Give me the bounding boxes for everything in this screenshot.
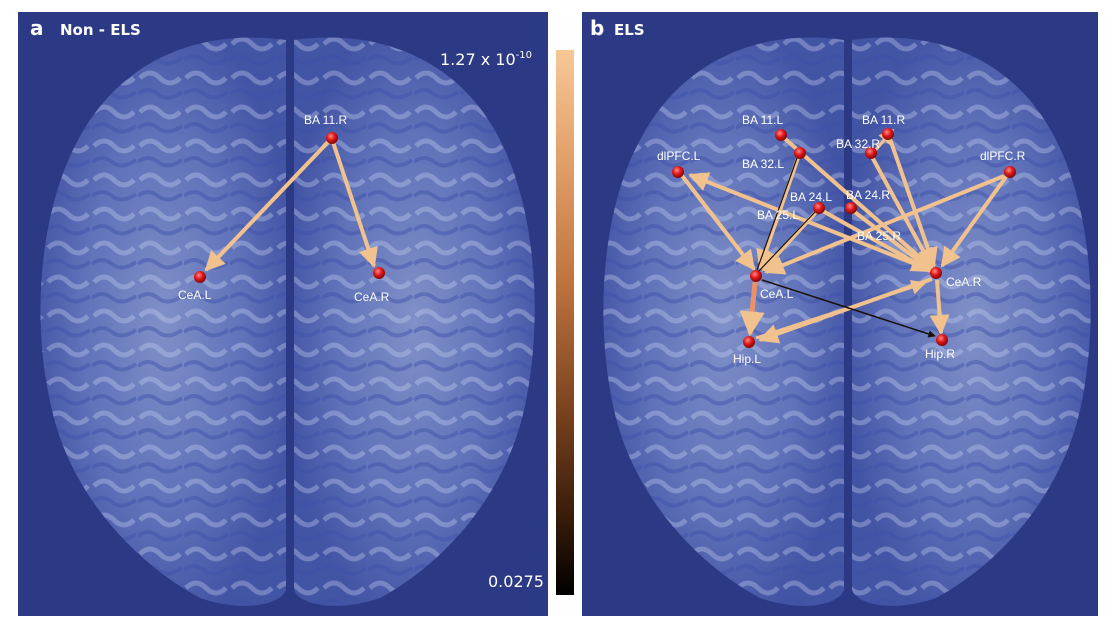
edge-ba11r-to-cear — [331, 141, 378, 268]
labels-a: BA 11.R CeA.L CeA.R — [178, 113, 390, 304]
edge-ba11r-to-ceal — [204, 138, 332, 272]
label-ba25l: BA 25.L — [757, 208, 799, 222]
edge-ba11r-to-cear-b — [887, 135, 938, 268]
label-hipl: Hip.L — [733, 352, 761, 366]
node-cear-a — [373, 267, 385, 279]
node-hipr — [936, 334, 948, 346]
panel-a-letter: a — [30, 16, 44, 40]
edge-ba32l-to-ceal-weak — [756, 157, 798, 271]
edge-ba24l-to-ceal — [761, 209, 819, 272]
edges-a — [204, 138, 378, 272]
edge-ceal-to-hipr — [761, 279, 936, 338]
node-ba24r — [845, 202, 857, 214]
node-ba11l — [775, 129, 787, 141]
label-cear-a: CeA.R — [354, 290, 390, 304]
node-ba24l — [813, 202, 825, 214]
edge-hipl-to-cear — [755, 280, 927, 340]
label-dlpfcr: dlPFC.R — [980, 149, 1026, 163]
node-ba11r-a — [326, 132, 338, 144]
label-ba24l: BA 24.L — [790, 190, 832, 204]
node-dlpfcl — [672, 166, 684, 178]
label-hipr: Hip.R — [925, 347, 955, 361]
node-ba32l — [794, 147, 806, 159]
colorbar — [556, 50, 574, 595]
edge-dlpfcr-to-cear — [940, 172, 1010, 268]
edges-b — [678, 128, 1010, 344]
node-hipl — [743, 336, 755, 348]
node-ceal-b — [750, 270, 762, 282]
label-ba11l: BA 11.L — [742, 113, 783, 127]
node-cear-b — [930, 267, 942, 279]
edge-ba24l-to-ceal-weak — [757, 211, 816, 273]
label-ba32l: BA 32.L — [742, 157, 784, 171]
edge-cear-to-dlpfcl — [688, 172, 931, 272]
edge-ba24r-to-cear — [850, 208, 933, 272]
labels-b: BA 11.L BA 11.R BA 32.R BA 32.L dlPFC.L … — [657, 113, 1026, 366]
node-dlpfcr — [1004, 166, 1016, 178]
panel-b-title: ELS — [614, 21, 645, 39]
panel-a-title: Non - ELS — [60, 21, 141, 39]
colorbar-max-label: 1.27 x 10-10 — [440, 50, 532, 69]
label-ba25r: BA 25.R — [857, 229, 901, 243]
brain-b — [603, 37, 1091, 606]
label-ba24r: BA 24.R — [846, 188, 890, 202]
label-ceal-a: CeA.L — [178, 288, 212, 302]
label-ceal-b: CeA.L — [760, 287, 794, 301]
edge-ba32r-to-cear — [869, 154, 934, 269]
label-ba32r: BA 32.R — [836, 137, 880, 151]
label-ba11r-a: BA 11.R — [304, 113, 347, 127]
label-cear-b: CeA.R — [946, 275, 982, 289]
node-ba32r — [865, 147, 877, 159]
colorbar-max-exponent: -10 — [515, 50, 532, 61]
edge-ceal-to-hipl — [739, 281, 765, 337]
edge-ba11l-to-cear — [781, 135, 934, 270]
edge-dlpfcr-to-ceal — [764, 174, 1005, 275]
colorbar-min-label: 0.0275 — [488, 572, 544, 591]
label-ba11r-b: BA 11.R — [862, 113, 905, 127]
label-dlpfcl: dlPFC.L — [657, 149, 701, 163]
panel-b-letter: b — [590, 16, 605, 40]
nodes-a — [194, 132, 385, 283]
node-ceal-a — [194, 271, 206, 283]
brain-a — [40, 37, 535, 606]
node-ba11r-b — [882, 128, 894, 140]
colorbar-max-base: 1.27 x 10 — [440, 50, 516, 69]
edge-cear-to-hipr — [929, 279, 950, 335]
nodes-b — [672, 128, 1016, 348]
